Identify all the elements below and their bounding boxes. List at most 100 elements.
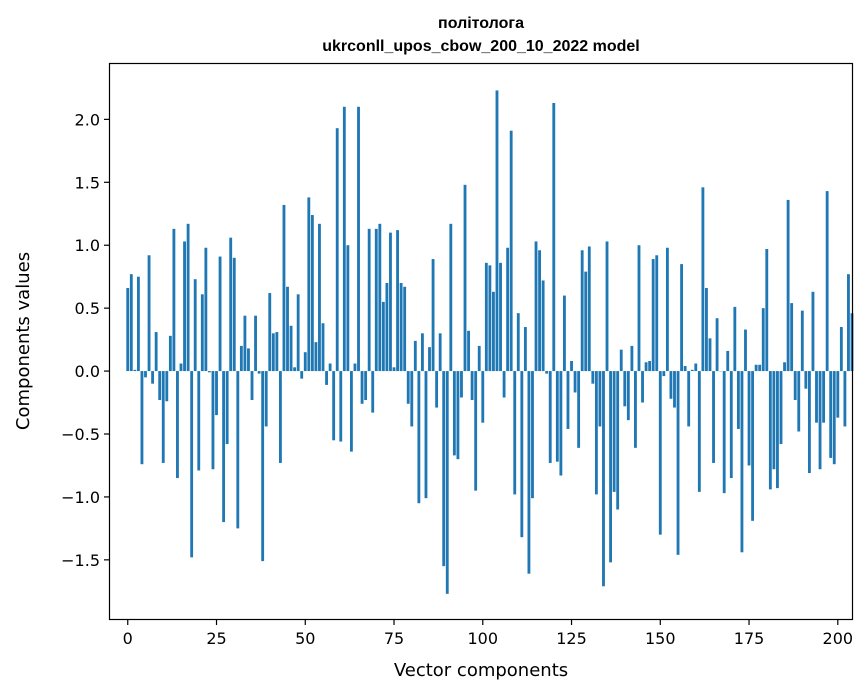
bar [676, 371, 680, 555]
bar [243, 315, 247, 372]
bar [342, 106, 346, 372]
bar [541, 280, 545, 372]
bar [318, 223, 321, 372]
bar [239, 345, 243, 372]
bar [424, 371, 428, 499]
bar [584, 271, 588, 372]
bar [566, 371, 570, 429]
bar [396, 230, 399, 372]
bar [776, 371, 779, 489]
bar [357, 106, 360, 372]
bar [555, 371, 559, 462]
bar [282, 204, 286, 372]
chart-subtitle: ukrconll_upos_cbow_200_10_2022 model [322, 38, 639, 55]
x-tick-label: 200 [823, 629, 854, 648]
bar [303, 352, 307, 372]
bar [516, 313, 520, 372]
bar [818, 371, 822, 470]
bar [254, 315, 257, 372]
bar [648, 361, 652, 372]
bar [179, 363, 183, 372]
bar [527, 371, 531, 574]
bar [207, 371, 211, 373]
bar [275, 332, 279, 372]
bar [665, 247, 669, 372]
bar [509, 130, 513, 372]
bar [293, 367, 297, 372]
bar [626, 371, 630, 421]
bar [619, 349, 623, 372]
bar [129, 274, 133, 372]
bar [442, 371, 446, 567]
bar [680, 264, 684, 372]
x-tick-label: 0 [123, 629, 133, 648]
bar [328, 363, 332, 372]
bar [350, 371, 353, 452]
bar [225, 371, 229, 445]
bar [215, 371, 218, 416]
bar [140, 371, 144, 465]
bar [236, 371, 240, 529]
bar [559, 371, 563, 476]
bar [346, 245, 350, 372]
bar [736, 371, 740, 429]
bar [161, 371, 165, 463]
bar [687, 371, 691, 427]
bar [300, 371, 304, 379]
bar [250, 371, 254, 401]
bar [268, 293, 272, 372]
y-tick-label: 1.0 [75, 236, 100, 255]
bar [200, 294, 204, 372]
bar [548, 371, 552, 463]
bar [321, 323, 325, 372]
bar [247, 348, 250, 372]
bar [523, 327, 527, 372]
bar [712, 371, 715, 463]
bar [786, 199, 790, 372]
y-tick-label: 0.5 [75, 299, 100, 318]
bar [797, 371, 801, 432]
bar [545, 371, 549, 374]
bar [715, 318, 719, 372]
bar [825, 191, 829, 372]
bar [335, 128, 339, 372]
bar [768, 371, 772, 490]
bar [154, 332, 158, 372]
bar [531, 371, 534, 499]
bar [499, 262, 502, 372]
bar [612, 371, 616, 492]
bar [634, 371, 637, 448]
bar [193, 279, 197, 372]
bar [793, 371, 797, 401]
bar [761, 308, 765, 372]
bar [563, 295, 566, 372]
bar [204, 247, 208, 372]
x-axis-label: Vector components [394, 660, 568, 681]
bar [722, 371, 726, 494]
bar [662, 371, 666, 377]
bar [587, 246, 591, 372]
bar [580, 250, 584, 372]
bar [172, 228, 176, 372]
bar [374, 228, 378, 372]
bar [520, 371, 524, 538]
bar [136, 276, 140, 372]
y-tick-label: −1.0 [61, 488, 100, 507]
bar [278, 371, 282, 463]
bar [449, 223, 453, 372]
bar [353, 363, 357, 372]
x-axis-ticks: 0 25 50 75 100 125 150 175 200 [123, 619, 853, 648]
y-tick-label: 2.0 [75, 110, 100, 129]
bar [733, 306, 737, 372]
bar [829, 371, 833, 458]
bar [598, 371, 602, 427]
bar [502, 371, 506, 398]
bar [126, 288, 130, 372]
bar [428, 347, 431, 372]
bar [470, 371, 474, 401]
bar [481, 371, 485, 423]
bar [445, 371, 449, 594]
chart-title: політолога [438, 15, 524, 32]
x-tick-label: 75 [384, 629, 404, 648]
y-axis-label: Components values [13, 252, 34, 430]
